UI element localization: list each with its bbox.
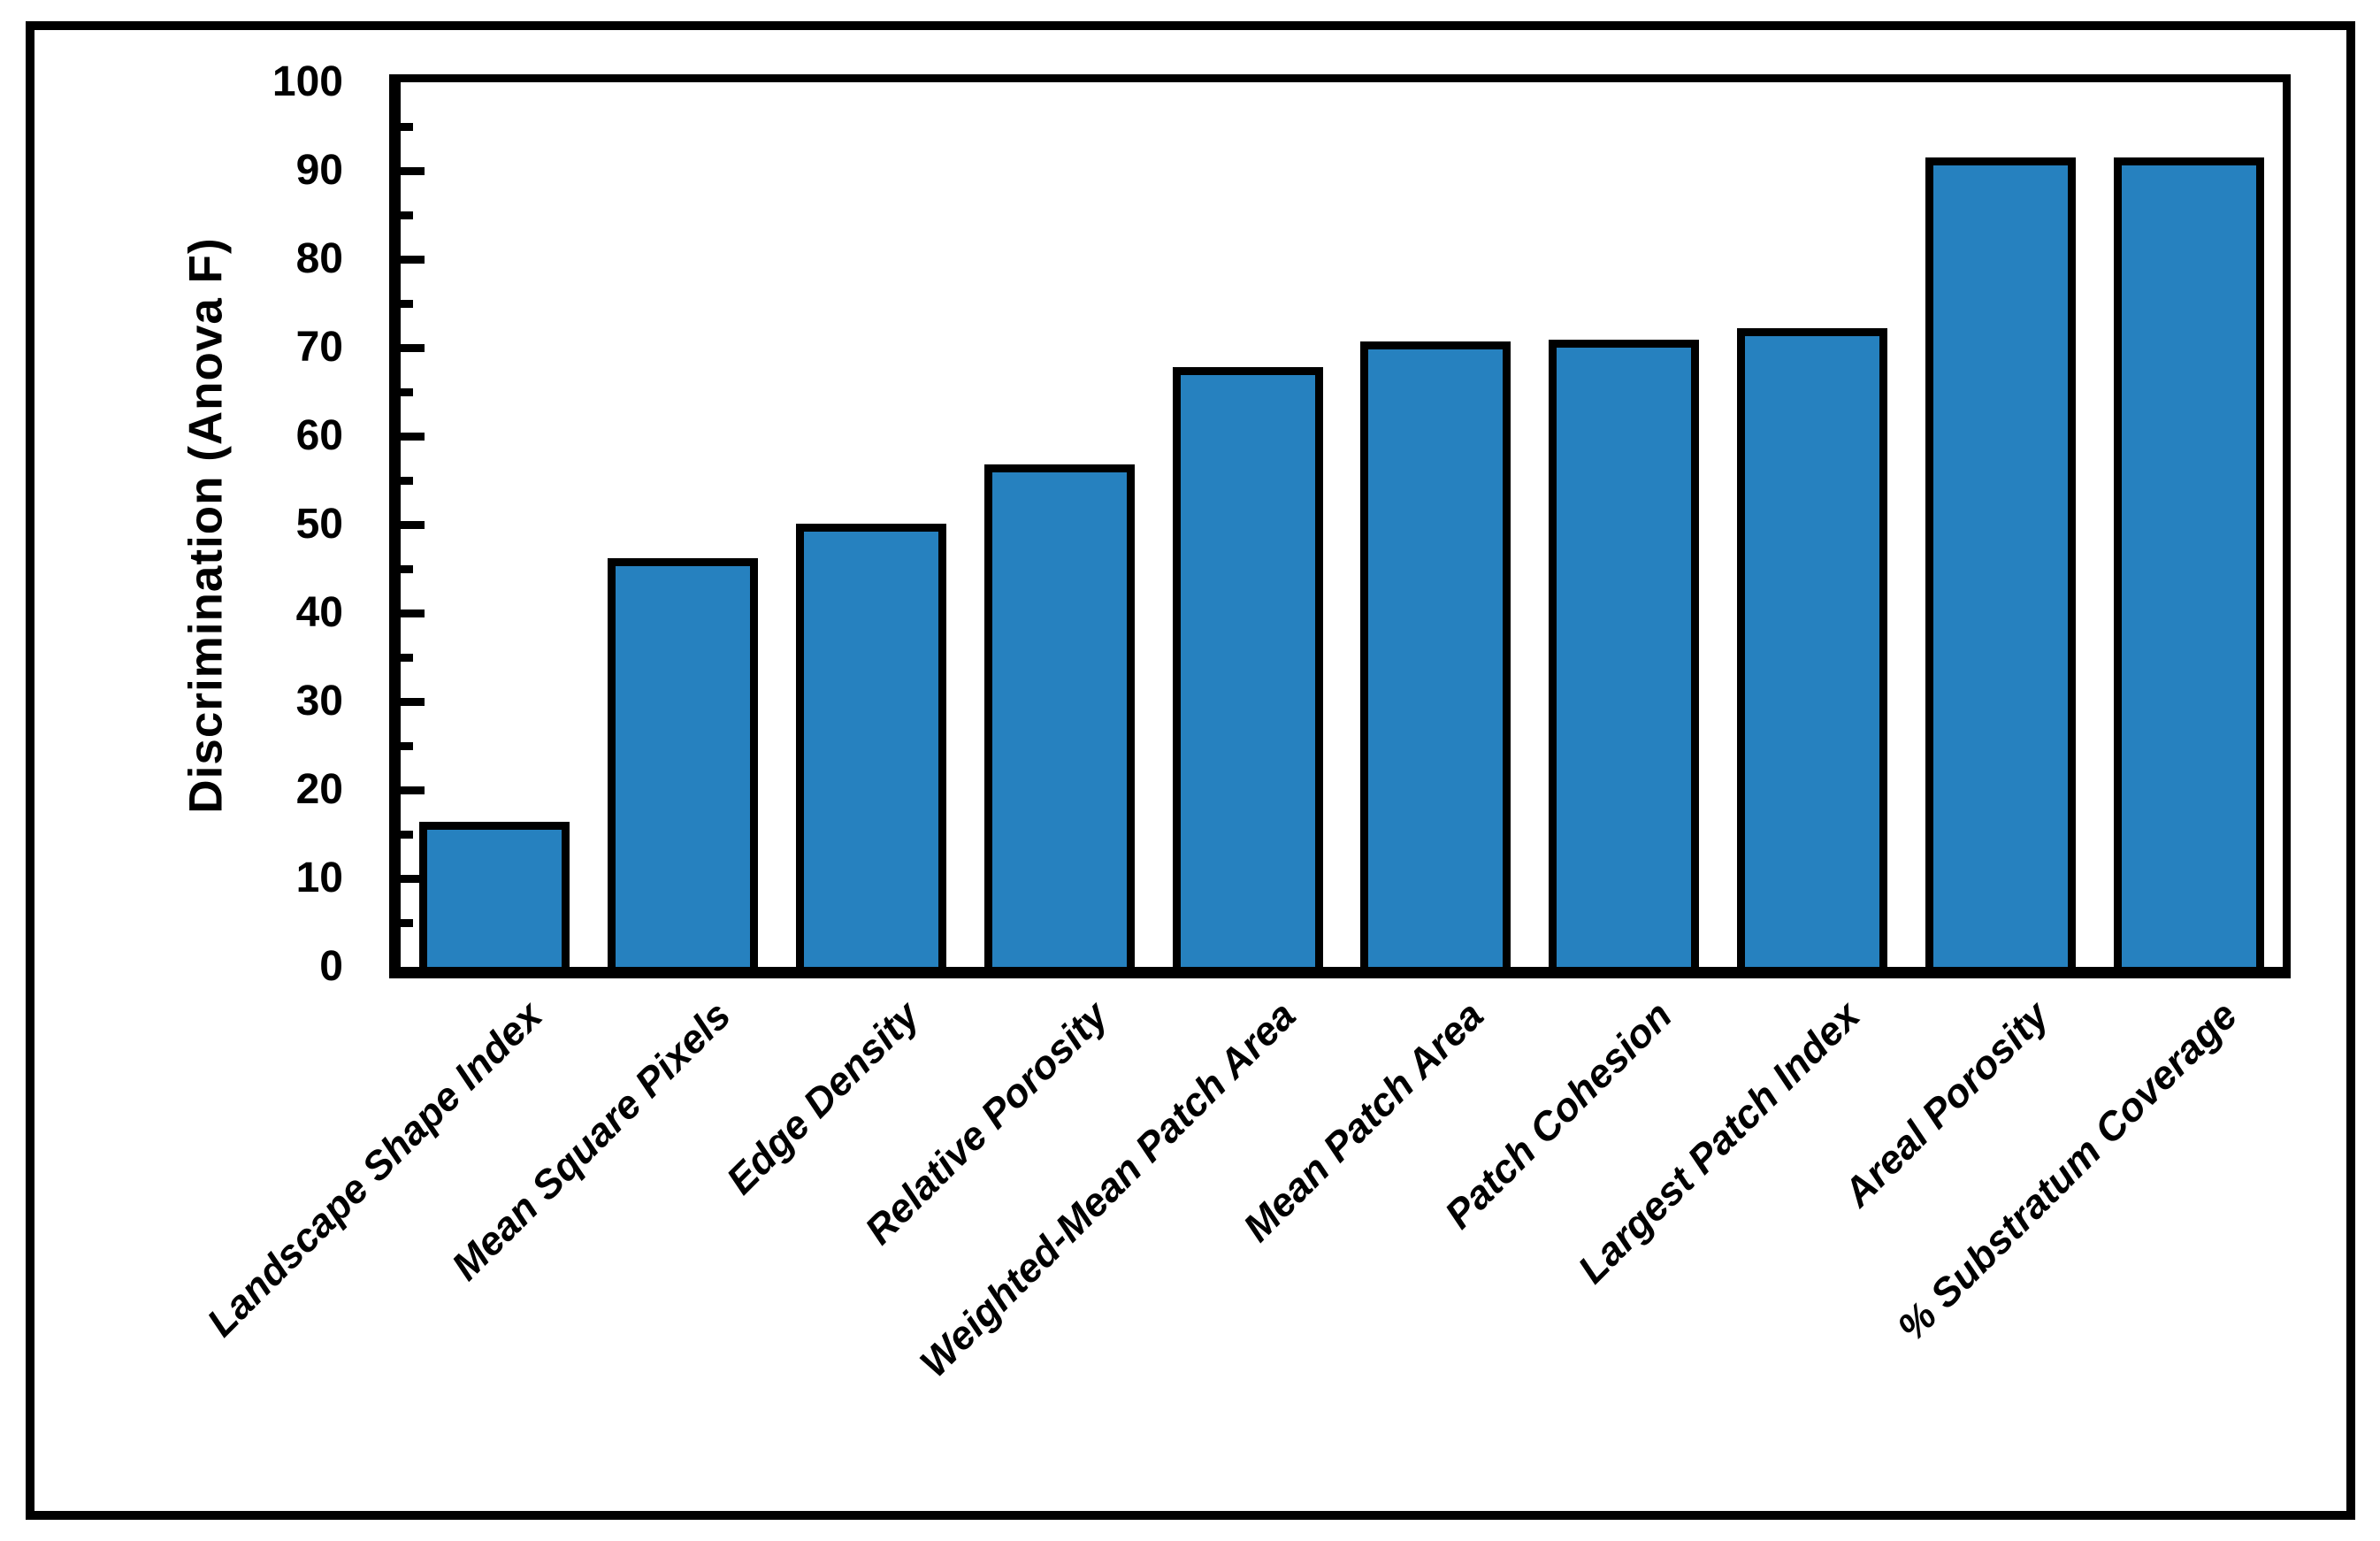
y-tick-minor <box>401 300 413 308</box>
y-tick-label: 80 <box>295 235 343 282</box>
y-tick-labels: 0 10 20 30 40 50 60 70 80 90 100 <box>0 61 343 988</box>
bar <box>984 464 1135 967</box>
y-tick-minor <box>401 388 413 396</box>
x-category-label: % Substratum Coverage <box>1888 992 2246 1350</box>
y-tick-minor <box>401 211 413 219</box>
y-tick-major <box>401 698 425 706</box>
y-tick-label: 70 <box>295 324 343 371</box>
bar <box>2114 157 2264 967</box>
y-tick-major <box>401 610 425 617</box>
bar <box>1925 157 2076 967</box>
y-tick-major <box>401 167 425 175</box>
y-tick-major <box>401 786 425 794</box>
y-tick-major <box>401 344 425 352</box>
y-tick-label: 90 <box>295 147 343 194</box>
y-tick-major <box>401 256 425 264</box>
bar <box>1173 367 1323 967</box>
y-tick-label: 10 <box>295 855 343 901</box>
x-category-label: Weighted-Mean Patch Area <box>911 992 1305 1386</box>
plot-area <box>389 74 2291 978</box>
y-tick-label: 30 <box>295 678 343 724</box>
y-tick-label: 100 <box>272 58 343 105</box>
bar <box>1737 328 1887 967</box>
bar <box>608 558 758 967</box>
x-category-labels: Landscape Shape Index Mean Square Pixels E… <box>198 980 2283 1520</box>
y-tick-minor <box>401 123 413 131</box>
y-tick-label: 0 <box>319 943 343 990</box>
plot-interior <box>401 82 2283 967</box>
x-category-label: Areal Porosity <box>1834 992 2057 1215</box>
bar <box>1360 341 1511 967</box>
y-tick-minor <box>401 742 413 750</box>
y-tick-label: 40 <box>295 589 343 636</box>
y-tick-label: 20 <box>295 766 343 813</box>
bar <box>419 822 570 967</box>
y-tick-label: 50 <box>295 501 343 548</box>
x-category-label: Edge Density <box>717 992 928 1203</box>
y-tick-label: 60 <box>295 412 343 459</box>
bar <box>1549 340 1699 967</box>
y-tick-major <box>401 521 425 529</box>
bar <box>796 524 946 967</box>
y-tick-minor <box>401 477 413 485</box>
figure-border <box>26 21 2355 1520</box>
y-tick-minor <box>401 654 413 662</box>
y-tick-major <box>401 433 425 441</box>
y-tick-minor <box>401 831 413 839</box>
y-tick-minor <box>401 565 413 573</box>
y-tick-major <box>401 875 425 883</box>
y-tick-minor <box>401 919 413 927</box>
